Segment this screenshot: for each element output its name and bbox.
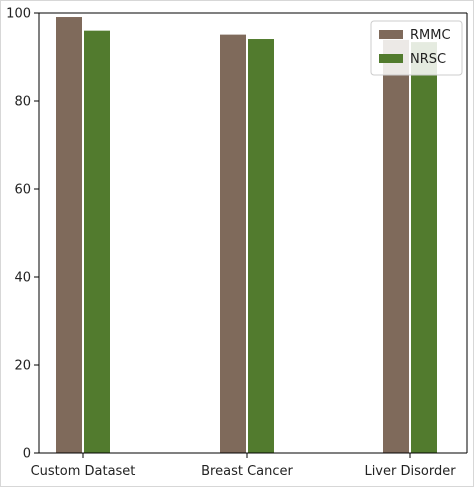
y-tick-label: 20 [14,359,31,374]
legend-label-rmmc: RMMC [410,28,451,43]
bar-rmmc-1 [219,33,247,454]
y-tick-label: 40 [14,271,31,286]
axes-layer [38,12,468,454]
y-tick-label: 0 [23,447,31,462]
bar-rmmc-0 [55,16,83,454]
bar-nrsc-2 [410,41,438,454]
legend: RMMC NRSC [370,20,463,76]
legend-label-nrsc: NRSC [410,52,446,67]
bar-nrsc-0 [83,29,111,454]
legend-swatch-rmmc [379,30,403,39]
y-tick-label: 80 [14,95,31,110]
bars-layer [55,16,438,454]
y-tick-label: 60 [14,183,31,198]
bar-rmmc-2 [382,38,410,454]
x-ticks: Custom Dataset Breast Cancer Liver Disorde… [31,453,456,479]
y-ticks: 0 20 40 60 80 100 [6,7,39,462]
x-tick-label: Breast Cancer [201,464,293,479]
y-tick-label: 100 [6,7,31,22]
legend-swatch-nrsc [379,54,403,63]
x-tick-label: Liver Disorder [364,464,456,479]
bar-nrsc-1 [247,38,275,454]
x-tick-label: Custom Dataset [31,464,136,479]
